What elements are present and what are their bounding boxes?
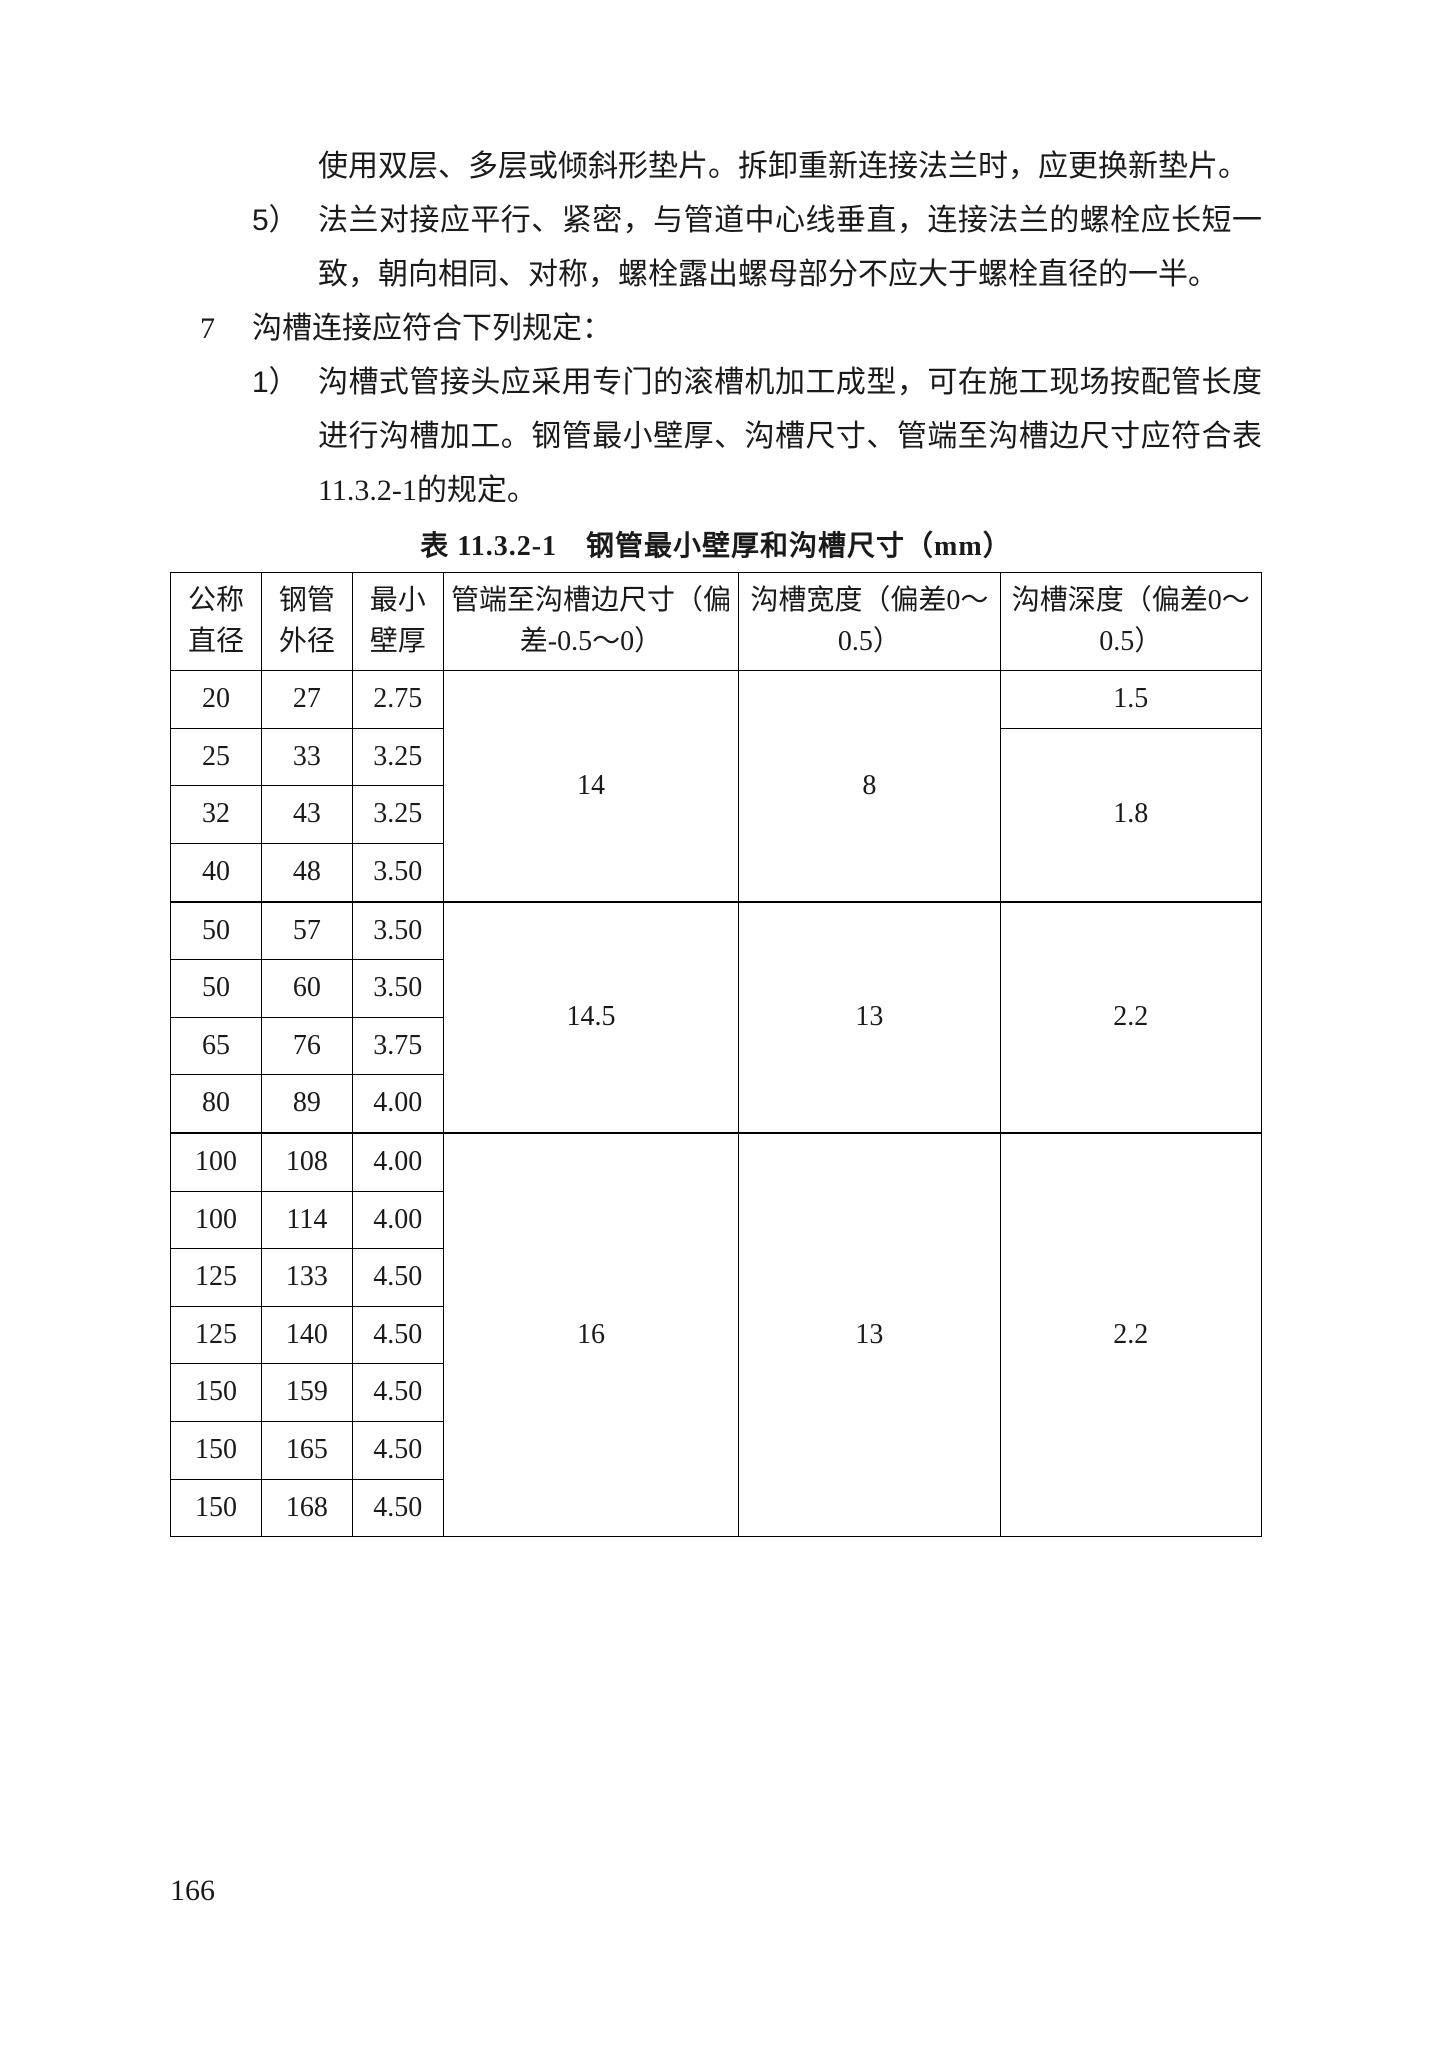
- table-cell-merged: 14: [443, 671, 738, 902]
- list-number-5: 5）: [252, 194, 318, 248]
- table-cell: 100: [171, 1133, 262, 1191]
- table-cell: 168: [261, 1479, 352, 1537]
- table-cell-merged: 16: [443, 1133, 738, 1537]
- table-cell-merged: 14.5: [443, 902, 738, 1133]
- table-cell: 140: [261, 1306, 352, 1364]
- table-cell: 50: [171, 902, 262, 960]
- table-cell: 4.00: [352, 1191, 443, 1249]
- table-cell: 150: [171, 1479, 262, 1537]
- table-header-cell: 钢管外径: [261, 573, 352, 671]
- table-cell: 20: [171, 671, 262, 729]
- table-cell: 4.50: [352, 1421, 443, 1479]
- table-cell-merged: 13: [739, 902, 1000, 1133]
- table-header-cell: 沟槽宽度（偏差0～0.5）: [739, 573, 1000, 671]
- list-number-main-7: 7: [200, 302, 252, 356]
- table-cell: 50: [171, 960, 262, 1018]
- table-row: 20272.751481.5: [171, 671, 1262, 729]
- list-item-main-7: 7 沟槽连接应符合下列规定：: [170, 302, 1262, 356]
- table-cell: 33: [261, 728, 352, 786]
- table-cell-merged: 2.2: [1000, 902, 1261, 1133]
- table-cell: 3.25: [352, 728, 443, 786]
- page: 使用双层、多层或倾斜形垫片。拆卸重新连接法兰时，应更换新垫片。 5） 法兰对接应…: [0, 0, 1432, 2048]
- table-row: 1001084.0016132.2: [171, 1133, 1262, 1191]
- table-cell: 48: [261, 843, 352, 901]
- table-cell: 3.75: [352, 1017, 443, 1075]
- table-cell-merged: 2.2: [1000, 1133, 1261, 1537]
- table-header-row: 公称直径钢管外径最小壁厚管端至沟槽边尺寸（偏差-0.5～0）沟槽宽度（偏差0～0…: [171, 573, 1262, 671]
- table-cell: 3.50: [352, 960, 443, 1018]
- table-cell-merged: 8: [739, 671, 1000, 902]
- table-header-cell: 管端至沟槽边尺寸（偏差-0.5～0）: [443, 573, 738, 671]
- table-cell: 125: [171, 1249, 262, 1307]
- para-item5: 法兰对接应平行、紧密，与管道中心线垂直，连接法兰的螺栓应长短一致，朝向相同、对称…: [318, 194, 1262, 302]
- continuation-item-4: 使用双层、多层或倾斜形垫片。拆卸重新连接法兰时，应更换新垫片。: [170, 140, 1262, 194]
- table-cell-merged: 1.8: [1000, 728, 1261, 901]
- table-header-cell: 最小壁厚: [352, 573, 443, 671]
- table-header-cell: 公称直径: [171, 573, 262, 671]
- table-cell: 100: [171, 1191, 262, 1249]
- para-main7: 沟槽连接应符合下列规定：: [252, 302, 1262, 356]
- table-cell: 3.25: [352, 786, 443, 844]
- table-cell: 3.50: [352, 902, 443, 960]
- table-cell: 114: [261, 1191, 352, 1249]
- table-cell: 89: [261, 1075, 352, 1133]
- table-cell: 4.50: [352, 1249, 443, 1307]
- table-cell: 4.50: [352, 1364, 443, 1422]
- table-cell: 65: [171, 1017, 262, 1075]
- table-title: 表 11.3.2-1 钢管最小壁厚和沟槽尺寸（mm）: [170, 524, 1262, 564]
- table-cell: 150: [171, 1364, 262, 1422]
- table-cell-merged: 13: [739, 1133, 1000, 1537]
- table-row: 50573.5014.5132.2: [171, 902, 1262, 960]
- list-item-7-1: 1） 沟槽式管接头应采用专门的滚槽机加工成型，可在施工现场按配管长度进行沟槽加工…: [170, 356, 1262, 518]
- table-cell: 76: [261, 1017, 352, 1075]
- table-cell: 4.50: [352, 1479, 443, 1537]
- list-item-5: 5） 法兰对接应平行、紧密，与管道中心线垂直，连接法兰的螺栓应长短一致，朝向相同…: [170, 194, 1262, 302]
- para-sub1: 沟槽式管接头应采用专门的滚槽机加工成型，可在施工现场按配管长度进行沟槽加工。钢管…: [318, 356, 1262, 518]
- table-cell: 27: [261, 671, 352, 729]
- table-cell: 57: [261, 902, 352, 960]
- table-cell: 4.00: [352, 1075, 443, 1133]
- table-cell: 43: [261, 786, 352, 844]
- table-cell: 108: [261, 1133, 352, 1191]
- table-cell: 4.00: [352, 1133, 443, 1191]
- table-cell: 80: [171, 1075, 262, 1133]
- table-cell: 133: [261, 1249, 352, 1307]
- list-number-7-1: 1）: [252, 356, 318, 410]
- table-cell: 40: [171, 843, 262, 901]
- table-cell: 159: [261, 1364, 352, 1422]
- page-number: 166: [170, 1874, 215, 1908]
- spec-table: 公称直径钢管外径最小壁厚管端至沟槽边尺寸（偏差-0.5～0）沟槽宽度（偏差0～0…: [170, 572, 1262, 1537]
- table-cell: 165: [261, 1421, 352, 1479]
- table-header-cell: 沟槽深度（偏差0～0.5）: [1000, 573, 1261, 671]
- para-cont4: 使用双层、多层或倾斜形垫片。拆卸重新连接法兰时，应更换新垫片。: [318, 140, 1262, 194]
- table-cell: 4.50: [352, 1306, 443, 1364]
- table-body: 20272.751481.525333.251.832433.2540483.5…: [171, 671, 1262, 1537]
- table-cell: 60: [261, 960, 352, 1018]
- table-cell: 3.50: [352, 843, 443, 901]
- table-cell-merged: 1.5: [1000, 671, 1261, 729]
- table-cell: 2.75: [352, 671, 443, 729]
- table-cell: 25: [171, 728, 262, 786]
- table-cell: 150: [171, 1421, 262, 1479]
- table-cell: 32: [171, 786, 262, 844]
- table-cell: 125: [171, 1306, 262, 1364]
